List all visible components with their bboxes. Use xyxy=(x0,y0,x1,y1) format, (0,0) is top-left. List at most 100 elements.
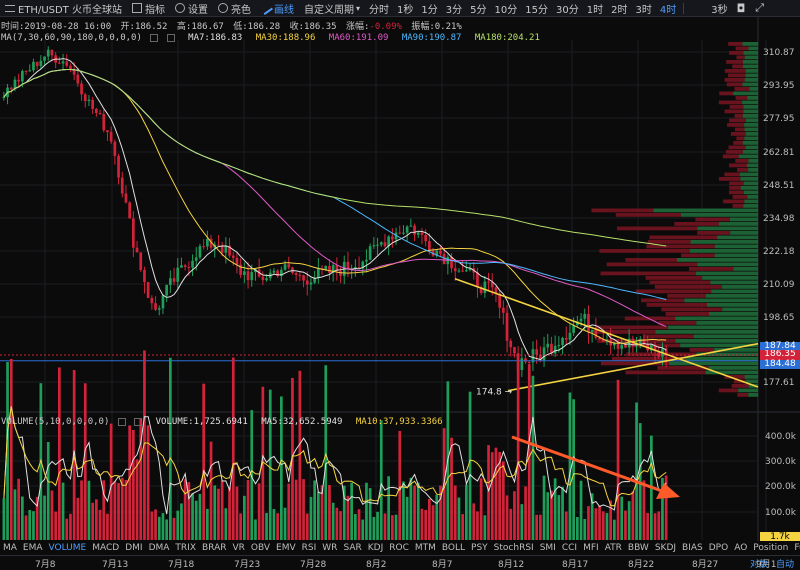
settings-icon[interactable] xyxy=(117,417,126,426)
volume-profile-buy xyxy=(744,123,758,127)
indicator-tab[interactable]: OBV xyxy=(250,542,271,553)
volume-profile-buy xyxy=(738,388,758,393)
settings-button[interactable]: 设置 xyxy=(170,0,213,17)
settings-icon[interactable] xyxy=(150,33,159,42)
indicator-tab[interactable]: WR xyxy=(322,542,338,553)
timeframe-tab[interactable]: 2时 xyxy=(611,4,628,16)
timeframe-tab[interactable]: 4时 xyxy=(659,4,677,16)
close-icon[interactable] xyxy=(166,33,175,42)
volume-bar xyxy=(535,514,538,540)
candle-body xyxy=(527,362,531,364)
candle-body xyxy=(32,61,35,71)
indicators-button[interactable]: 指标 xyxy=(127,0,170,17)
indicator-tab[interactable]: DPO xyxy=(708,542,729,553)
indicator-tab[interactable]: BRAR xyxy=(202,542,227,553)
camera-icon[interactable]: ◘ xyxy=(736,1,746,15)
volume-bar xyxy=(405,496,409,540)
indicator-tab[interactable]: KDJ xyxy=(367,542,384,553)
volume-profile-buy xyxy=(742,100,758,105)
volume-bar xyxy=(653,513,657,540)
draw-button[interactable]: 画线 xyxy=(256,0,299,17)
indicator-tab[interactable]: MTM xyxy=(414,542,436,553)
volume-bar xyxy=(313,480,316,540)
refresh-interval[interactable]: 3秒 xyxy=(711,4,728,16)
timeframe-tab[interactable]: 3分 xyxy=(445,4,463,16)
custom-period-label: 自定义周期 xyxy=(303,4,354,16)
volume-bar xyxy=(439,485,442,540)
candle-body xyxy=(202,246,205,248)
symbol-selector[interactable]: ETH/USDT 火币全球站 xyxy=(0,0,127,17)
indicator-tab[interactable]: RSI xyxy=(301,542,317,553)
volume-bar xyxy=(354,513,357,540)
timeframe-tab[interactable]: 15分 xyxy=(525,4,548,16)
indicator-tab[interactable]: SAR xyxy=(343,542,362,553)
indicator-tab[interactable]: TRIX xyxy=(175,542,196,553)
volume-bar xyxy=(220,480,224,540)
indicator-tab[interactable]: BOLL xyxy=(441,542,466,553)
volume-profile-sell xyxy=(615,213,681,217)
indicator-tab[interactable]: SKDJ xyxy=(654,542,677,553)
price-tick-label: 262.81 xyxy=(763,148,795,158)
fullscreen-icon[interactable]: ⤢ xyxy=(755,1,765,14)
indicator-tab[interactable]: CCI xyxy=(561,542,578,553)
timeframe-tab[interactable]: 5分 xyxy=(470,4,487,16)
indicator-tab[interactable]: AO xyxy=(734,542,748,553)
indicator-tab[interactable]: Fund-flow xyxy=(794,542,800,553)
color-button[interactable]: 亮色 xyxy=(213,0,256,17)
volume-profile-buy xyxy=(739,172,758,177)
volume-bar xyxy=(124,479,128,540)
indicator-tab[interactable]: ATR xyxy=(604,542,622,553)
indicator-tab[interactable]: BBW xyxy=(627,542,649,553)
volume-profile-buy xyxy=(714,253,758,258)
timeframe-tab[interactable]: 10分 xyxy=(494,4,518,16)
price-tick-label: 210.09 xyxy=(763,280,795,290)
indicator-tab[interactable]: BIAS xyxy=(682,542,703,553)
indicator-tab[interactable]: DMA xyxy=(148,542,170,553)
indicator-tab[interactable]: DMI xyxy=(125,542,143,553)
price-tick-label: 222.18 xyxy=(763,247,795,257)
indicator-tab[interactable]: ROC xyxy=(389,542,409,553)
timeframe-tab[interactable]: 分时 xyxy=(369,4,389,16)
timeframe-tab[interactable]: 1时 xyxy=(586,4,604,16)
indicator-tab[interactable]: SMI xyxy=(539,542,556,553)
volume-profile-buy xyxy=(705,370,758,375)
indicator-tab[interactable]: Position xyxy=(753,542,789,553)
candle-body xyxy=(650,344,653,351)
volume-profile-sell xyxy=(734,87,750,91)
volume-tick-label: 100.0k xyxy=(765,508,797,518)
indicator-tab[interactable]: VOLUME xyxy=(48,542,87,553)
timeframe-tab[interactable]: 30分 xyxy=(555,4,579,16)
timeframe-tab[interactable]: 1秒 xyxy=(397,4,414,16)
volume-profile-buy xyxy=(680,343,758,348)
indicator-tab[interactable]: MA xyxy=(3,542,17,553)
candle-body xyxy=(468,268,472,271)
color-label: 亮色 xyxy=(230,4,251,16)
indicator-tab[interactable]: VR xyxy=(232,542,245,553)
indicator-tab[interactable]: PSY xyxy=(471,542,488,553)
close-icon[interactable] xyxy=(134,417,143,426)
volume-bar xyxy=(428,498,431,540)
indicator-tab[interactable]: EMA xyxy=(22,542,43,553)
candle-body xyxy=(139,252,143,270)
volume-bar xyxy=(113,481,117,540)
log-scale-toggle[interactable]: 对数 xyxy=(750,560,769,570)
custom-period-dropdown[interactable]: 自定义周期 ▾ xyxy=(299,0,365,17)
volume-bar xyxy=(265,513,268,540)
volume-profile-sell xyxy=(635,289,712,294)
timeframe-tab[interactable]: 1分 xyxy=(421,4,438,16)
indicator-tab[interactable]: MFI xyxy=(583,542,599,553)
volume-profile-buy xyxy=(675,316,758,321)
volume-profile-sell xyxy=(734,114,743,118)
indicator-tab[interactable]: MACD xyxy=(92,542,120,553)
ma7-line xyxy=(3,58,667,361)
indicator-tab[interactable]: EMV xyxy=(276,542,296,553)
candle-body xyxy=(176,267,180,282)
auto-scale-toggle[interactable]: 自动 xyxy=(776,560,795,570)
timeframe-tab[interactable]: 3时 xyxy=(635,4,652,16)
volume-profile-buy xyxy=(742,150,758,154)
info-change-label: 涨幅: xyxy=(345,22,370,32)
indicator-tab[interactable]: StochRSI xyxy=(493,542,534,553)
volume-bar xyxy=(87,480,91,540)
candle-body xyxy=(520,358,524,370)
